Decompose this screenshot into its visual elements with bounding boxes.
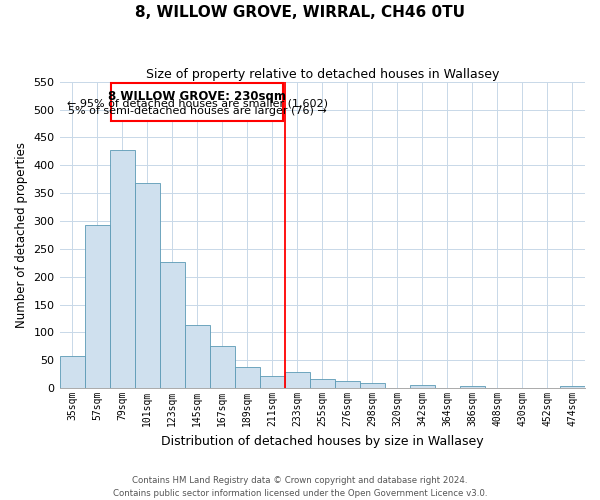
Bar bbox=[110, 150, 134, 388]
Bar bbox=[59, 356, 85, 388]
Bar bbox=[260, 376, 285, 388]
Bar bbox=[560, 386, 585, 388]
Text: 5% of semi-detached houses are larger (76) →: 5% of semi-detached houses are larger (7… bbox=[68, 106, 326, 116]
Bar bbox=[360, 382, 385, 388]
Bar bbox=[235, 367, 260, 388]
Bar bbox=[209, 346, 235, 388]
Bar bbox=[310, 378, 335, 388]
Text: Contains HM Land Registry data © Crown copyright and database right 2024.
Contai: Contains HM Land Registry data © Crown c… bbox=[113, 476, 487, 498]
Bar bbox=[185, 325, 209, 388]
Text: 8 WILLOW GROVE: 230sqm: 8 WILLOW GROVE: 230sqm bbox=[108, 90, 286, 103]
Text: 8, WILLOW GROVE, WIRRAL, CH46 0TU: 8, WILLOW GROVE, WIRRAL, CH46 0TU bbox=[135, 5, 465, 20]
Bar bbox=[111, 83, 283, 120]
Bar bbox=[285, 372, 310, 388]
Bar bbox=[85, 225, 110, 388]
Text: ← 95% of detached houses are smaller (1,602): ← 95% of detached houses are smaller (1,… bbox=[67, 98, 328, 108]
Bar bbox=[160, 262, 185, 388]
Y-axis label: Number of detached properties: Number of detached properties bbox=[15, 142, 28, 328]
Title: Size of property relative to detached houses in Wallasey: Size of property relative to detached ho… bbox=[146, 68, 499, 80]
Bar bbox=[134, 183, 160, 388]
Bar bbox=[335, 381, 360, 388]
Bar bbox=[410, 386, 435, 388]
X-axis label: Distribution of detached houses by size in Wallasey: Distribution of detached houses by size … bbox=[161, 434, 484, 448]
Bar bbox=[460, 386, 485, 388]
